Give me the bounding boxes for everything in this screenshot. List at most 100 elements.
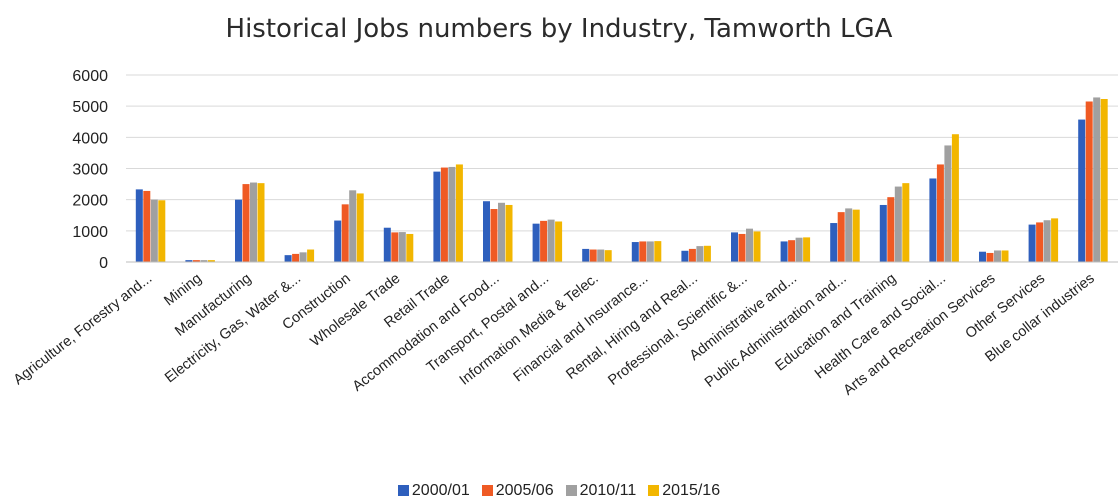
bar (994, 250, 1001, 262)
legend-label: 2005/06 (495, 482, 554, 499)
x-axis-tick-labels: Agriculture, Forestry and... MiningManufa… (11, 271, 1098, 399)
bar (582, 248, 590, 262)
y-tick-label: 0 (99, 255, 108, 272)
bar (654, 241, 662, 262)
bar (292, 253, 300, 262)
legend-label: 2015/16 (662, 482, 721, 499)
bar (200, 260, 208, 262)
bar (532, 223, 540, 262)
legend-swatch (397, 485, 409, 496)
bar (1093, 97, 1101, 262)
bar (1043, 220, 1051, 262)
bar (738, 233, 746, 262)
x-tick-label: Agriculture, Forestry and... (11, 271, 155, 389)
bar (1028, 224, 1036, 262)
bar (158, 200, 166, 262)
bar (307, 249, 315, 262)
y-tick-label: 4000 (72, 130, 108, 147)
bar (433, 171, 441, 262)
bar (356, 193, 364, 262)
legend-item: 2015/16 (648, 482, 720, 500)
bar (852, 209, 860, 262)
bar (1036, 222, 1044, 262)
bar (349, 190, 357, 262)
bar (845, 208, 853, 262)
bar (455, 164, 463, 262)
bar (887, 197, 895, 262)
bar (284, 255, 292, 262)
legend-item: 2000/01 (397, 482, 470, 500)
bar (902, 183, 910, 262)
bar (604, 250, 612, 262)
bar (731, 232, 738, 262)
bar (207, 260, 215, 262)
bar (483, 201, 490, 262)
bar (341, 204, 349, 262)
bar (192, 260, 200, 262)
bar (135, 189, 143, 262)
y-tick-label: 6000 (72, 68, 108, 85)
y-axis-tick-labels: 0 1000 2000 3000 4000 5000 6000 (72, 68, 108, 272)
bar-chart: 0 1000 2000 3000 4000 5000 6000 Agriculture, F… (11, 68, 1118, 399)
bar (1051, 218, 1059, 262)
bar (398, 232, 406, 262)
bar (150, 199, 158, 262)
bar (1100, 98, 1108, 262)
y-tick-label: 3000 (72, 162, 108, 179)
bar (589, 249, 597, 262)
bar (879, 204, 887, 262)
bar (753, 231, 761, 262)
bar (894, 186, 902, 262)
bar (639, 241, 647, 262)
bar (788, 240, 796, 262)
bar (143, 190, 151, 262)
legend: 2000/01 2005/06 2010/11 2015/16 (0, 482, 1118, 500)
y-tick-label: 1000 (72, 224, 108, 241)
bar (406, 233, 414, 262)
bar (498, 202, 505, 262)
bar (440, 167, 448, 262)
bar (1078, 119, 1086, 263)
bar (936, 164, 944, 262)
legend-swatch (481, 485, 493, 496)
bars (135, 97, 1108, 263)
bar (250, 182, 257, 262)
bar (235, 199, 242, 262)
bar (631, 242, 639, 262)
bar (944, 145, 952, 262)
bar (837, 212, 845, 262)
bar (242, 184, 250, 262)
bar (597, 249, 605, 262)
bar (979, 251, 986, 262)
bar (299, 252, 307, 262)
bar (746, 228, 753, 262)
bar (929, 178, 937, 262)
bar (688, 248, 696, 262)
gridlines (126, 74, 1118, 232)
bar (795, 237, 803, 262)
bar (490, 209, 498, 262)
bar (696, 246, 704, 262)
bar (383, 227, 391, 262)
bar (547, 219, 555, 262)
bar (646, 241, 654, 262)
bar (703, 245, 711, 262)
x-tick-label: Wholesale Trade (308, 271, 404, 351)
bar (986, 252, 994, 262)
bar (1001, 250, 1009, 262)
bar (391, 232, 399, 262)
y-tick-label: 2000 (72, 193, 108, 210)
bar (448, 166, 456, 262)
bar (951, 134, 959, 262)
bar (555, 221, 563, 262)
bar (681, 250, 689, 262)
bar (1085, 101, 1093, 262)
bar (334, 220, 342, 262)
bar (780, 241, 788, 262)
legend-swatch (565, 485, 577, 496)
legend-item: 2010/11 (565, 482, 636, 500)
y-tick-label: 5000 (72, 99, 108, 116)
x-tick-label: Mining (161, 271, 205, 310)
bar (540, 220, 548, 262)
legend-swatch (648, 485, 660, 496)
